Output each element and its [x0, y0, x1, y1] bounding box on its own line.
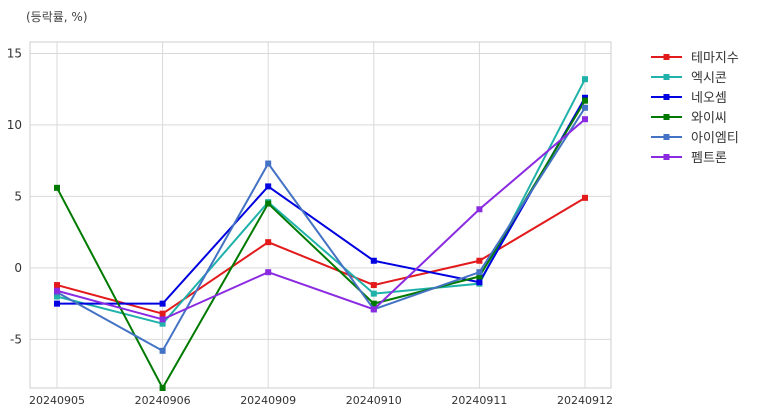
data-point	[54, 300, 60, 307]
x-tick-label: 20240906	[135, 394, 191, 407]
data-point	[159, 316, 166, 323]
x-tick-label: 20240909	[240, 394, 296, 407]
unit-label: (등락률, %)	[26, 10, 88, 24]
data-point	[582, 104, 588, 111]
legend-item: 엑시콘	[651, 71, 727, 86]
data-point	[54, 282, 60, 289]
data-point	[159, 300, 166, 307]
legend-item: 펨트론	[651, 151, 727, 166]
legend-label: 와이씨	[691, 111, 727, 126]
y-tick-label: -5	[10, 332, 22, 346]
data-point	[582, 76, 588, 83]
data-point	[265, 239, 272, 246]
series-1	[54, 194, 588, 317]
series-lines	[54, 76, 588, 391]
data-point	[476, 206, 483, 213]
legend-item: 테마지수	[651, 51, 739, 66]
legend-swatch-marker	[663, 114, 670, 120]
series-4	[54, 97, 588, 391]
plot-frame	[29, 41, 612, 389]
data-point	[159, 385, 166, 391]
legend-swatch-marker	[663, 94, 670, 100]
data-point	[582, 116, 588, 123]
series-line	[56, 196, 586, 315]
legend-swatch-marker	[663, 154, 670, 160]
data-point	[476, 257, 483, 264]
series-3	[54, 94, 588, 307]
x-tick-label: 20240912	[557, 394, 613, 407]
data-point	[159, 320, 166, 327]
y-tick-label: 10	[7, 118, 22, 132]
data-point	[370, 282, 377, 289]
data-point	[582, 97, 588, 104]
data-point	[370, 300, 377, 307]
x-tick-label: 20240905	[29, 394, 85, 407]
y-tick-label: 15	[7, 46, 22, 60]
data-point	[265, 269, 272, 276]
legend-label: 테마지수	[691, 51, 739, 66]
legend-label: 아이엠티	[691, 131, 739, 146]
series-line	[56, 78, 586, 325]
data-point	[54, 287, 60, 294]
legend-swatch-marker	[663, 74, 670, 80]
legend-label: 네오셈	[691, 91, 727, 106]
data-point	[476, 279, 483, 286]
y-tick-label: 0	[14, 261, 22, 275]
x-tick-label: 20240910	[346, 394, 402, 407]
series-2	[54, 76, 588, 327]
data-point	[159, 347, 166, 354]
legend-swatch-marker	[663, 54, 670, 60]
data-point	[370, 257, 377, 264]
legend-item: 와이씨	[651, 111, 727, 126]
series-6	[54, 116, 588, 323]
legend-item: 네오셈	[651, 91, 727, 106]
data-point	[370, 306, 377, 313]
y-tick-label: 5	[14, 189, 22, 203]
grid-lines	[30, 42, 611, 388]
data-point	[370, 290, 377, 297]
data-point	[54, 293, 60, 300]
x-tick-label: 20240911	[451, 394, 507, 407]
legend-item: 아이엠티	[651, 131, 739, 146]
y-axis-ticks: 15 10 5 0 -5	[7, 46, 22, 346]
series-line	[56, 107, 586, 353]
series-line	[57, 97, 586, 305]
legend-label: 펨트론	[691, 151, 727, 166]
data-point	[54, 184, 60, 191]
data-point	[265, 183, 272, 190]
data-point	[265, 160, 272, 167]
legend-swatch-marker	[663, 134, 670, 140]
legend-label: 엑시콘	[691, 71, 727, 86]
series-line	[56, 100, 586, 391]
data-point	[582, 194, 588, 201]
x-axis-ticks: 20240905 20240906 20240909 20240910 20240911…	[29, 394, 613, 407]
data-point	[476, 269, 483, 276]
data-point	[159, 310, 166, 317]
data-point	[476, 273, 483, 280]
data-point	[265, 200, 272, 207]
series-line	[56, 118, 586, 321]
